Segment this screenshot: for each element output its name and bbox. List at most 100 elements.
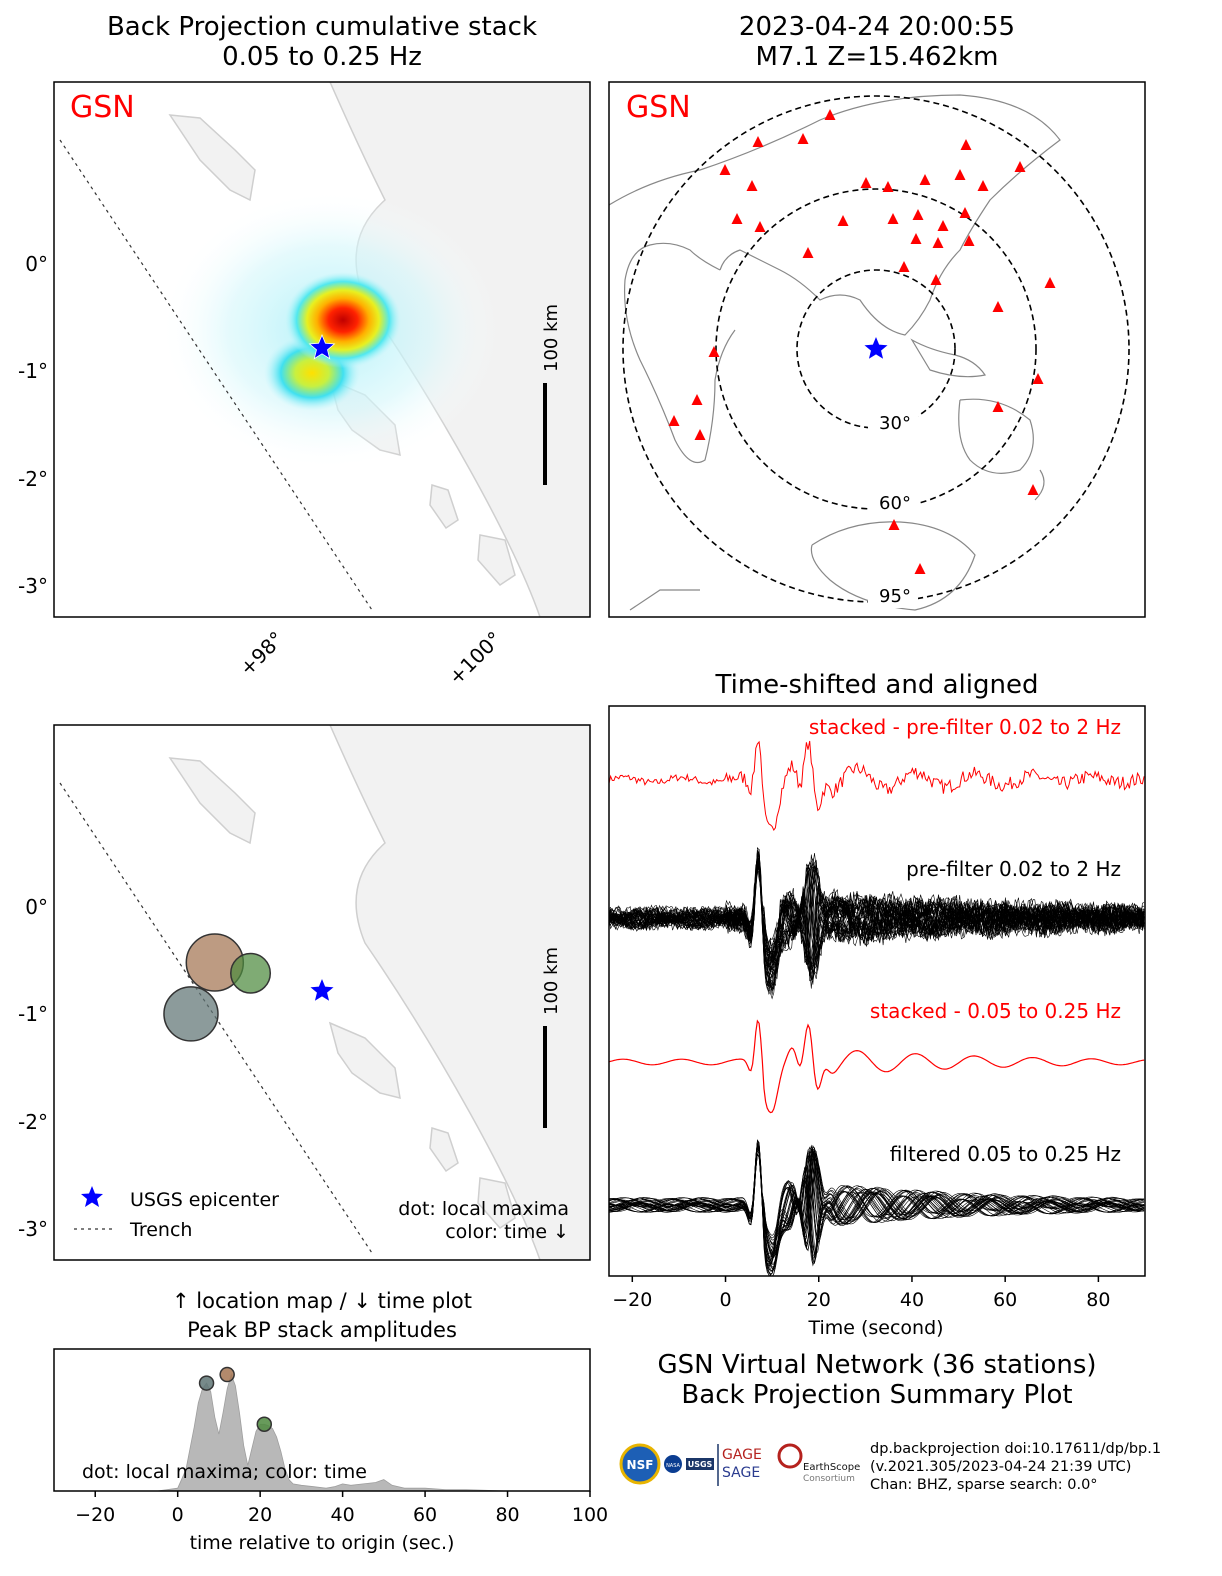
peak-dot xyxy=(256,1416,273,1433)
station-marker xyxy=(708,346,720,357)
lat-tick: -1° xyxy=(18,359,48,383)
event-title: 2023-04-24 20:00:55 M7.1 Z=15.462km xyxy=(609,12,1145,72)
station-marker xyxy=(963,235,975,246)
lon-tick: +100° xyxy=(444,627,507,690)
waveform xyxy=(609,1140,1145,1252)
peak-x-tick-label: 60 xyxy=(413,1504,437,1526)
trace-x-tick-label: −20 xyxy=(612,1289,652,1311)
map-title-line2: 0.05 to 0.25 Hz xyxy=(222,42,422,72)
island-siberut-2 xyxy=(429,1127,459,1173)
network-label-map: GSN xyxy=(626,90,691,125)
peak-x-tick-label: 0 xyxy=(172,1504,184,1526)
heatmap-panel: 100 km GSN 0° -1° -2° -3° +98° +100° xyxy=(18,81,591,690)
maxima-map-panel: 100 km 0° -1° -2° -3° USGS epicenter Tre… xyxy=(18,724,591,1261)
ring-label-30: 30° xyxy=(879,413,911,434)
station-marker xyxy=(992,301,1004,312)
footer-line-2: (v.2021.305/2023-04-24 21:39 UTC) xyxy=(870,1459,1132,1475)
station-marker xyxy=(898,261,910,272)
network-label: GSN xyxy=(70,90,135,125)
footer-line-1: dp.backprojection doi:10.17611/dp/bp.1 xyxy=(870,1441,1162,1457)
waveform xyxy=(609,1149,1145,1276)
scale-bar-label: 100 km xyxy=(541,304,562,372)
waveform xyxy=(609,1143,1145,1272)
lon-tick: +98° xyxy=(235,627,289,681)
lat-tick: -2° xyxy=(18,467,48,491)
station-marker xyxy=(930,274,942,285)
nsf-logo-text: NSF xyxy=(627,1458,654,1472)
trace-x-tick-label: 80 xyxy=(1086,1289,1110,1311)
station-marker xyxy=(1032,373,1044,384)
peak-x-tick-label: 100 xyxy=(572,1504,608,1526)
peak-xlabel: time relative to origin (sec.) xyxy=(190,1532,455,1554)
waveform xyxy=(609,740,1145,831)
sumatra-land-2 xyxy=(329,725,590,1260)
trace-label-2: pre-filter 0.02 to 2 Hz xyxy=(906,857,1121,881)
lat-tick: 0° xyxy=(25,895,48,919)
summary-title-line1: GSN Virtual Network (36 stations) xyxy=(657,1350,1097,1380)
trace-x-tick-label: 0 xyxy=(719,1289,731,1311)
island-siberut xyxy=(429,484,459,530)
peak-title-line2: Peak BP stack amplitudes xyxy=(187,1318,457,1342)
station-marker xyxy=(954,169,966,180)
trace-x-tick-label: 40 xyxy=(900,1289,924,1311)
island-sipora xyxy=(477,534,516,586)
summary-title-line2: Back Projection Summary Plot xyxy=(681,1380,1073,1410)
peak-x-tick-label: −20 xyxy=(75,1504,115,1526)
scale-bar-label-2: 100 km xyxy=(541,947,562,1015)
sage-logo-text: SAGE xyxy=(722,1465,760,1481)
peak-x-tick-label: 80 xyxy=(495,1504,519,1526)
island-simeulue-2 xyxy=(168,757,256,845)
peak-x-tick-label: 40 xyxy=(331,1504,355,1526)
lat-ticks-2: 0° -1° -2° -3° xyxy=(18,895,48,1241)
station-marker xyxy=(914,563,926,574)
waveform xyxy=(609,860,1145,1000)
waveform xyxy=(609,1148,1145,1267)
station-marker xyxy=(887,213,899,224)
lat-ticks: 0° -1° -2° -3° xyxy=(18,252,48,598)
peak-area xyxy=(54,1366,590,1491)
trace-label-1: stacked - pre-filter 0.02 to 2 Hz xyxy=(809,715,1121,739)
station-marker xyxy=(910,233,922,244)
station-marker xyxy=(977,180,989,191)
logo-strip: NSF NASA USGS GAGE SAGE EarthScope Conso… xyxy=(619,1443,860,1486)
station-marker xyxy=(731,213,743,224)
coastlines xyxy=(609,94,1061,611)
station-marker xyxy=(937,220,949,231)
legend-star-icon xyxy=(81,1186,103,1207)
map-title: Back Projection cumulative stack 0.05 to… xyxy=(54,12,590,72)
station-marker xyxy=(719,164,731,175)
summary-title: GSN Virtual Network (36 stations) Back P… xyxy=(609,1350,1145,1410)
trace-xlabel: Time (second) xyxy=(807,1317,943,1339)
maxima-note-1: dot: local maxima xyxy=(398,1198,569,1220)
earthscope-logo-text: EarthScope xyxy=(803,1462,860,1473)
traces-panel: stacked - pre-filter 0.02 to 2 Hz pre-fi… xyxy=(608,705,1146,1339)
peak-panel: dot: local maxima; color: time −20 0 20 40 6… xyxy=(53,1348,608,1554)
station-marker xyxy=(992,401,1004,412)
earthscope-logo-subtext: Consortium xyxy=(803,1474,855,1484)
peak-title: ↑ location map / ↓ time plot Peak BP sta… xyxy=(54,1287,590,1345)
trench-line xyxy=(59,139,373,611)
waveform xyxy=(609,1019,1145,1114)
trace-waveforms xyxy=(609,740,1145,1276)
maxima-dots xyxy=(163,933,272,1042)
station-marker xyxy=(919,174,931,185)
station-marker xyxy=(860,177,872,188)
station-marker xyxy=(746,180,758,191)
peak-dot xyxy=(198,1375,215,1391)
trace-label-3: stacked - 0.05 to 0.25 Hz xyxy=(870,999,1121,1023)
usgs-logo-text: USGS xyxy=(688,1460,713,1469)
station-marker xyxy=(1014,161,1026,172)
gage-logo-text: GAGE xyxy=(722,1447,762,1463)
waveform xyxy=(609,1146,1145,1274)
station-marker xyxy=(960,139,972,150)
lat-tick: 0° xyxy=(25,252,48,276)
station-marker xyxy=(802,247,814,258)
footer-line-3: Chan: BHZ, sparse search: 0.0° xyxy=(870,1477,1098,1493)
island-nias-2 xyxy=(328,1021,401,1100)
station-marker xyxy=(691,394,703,405)
waveform xyxy=(609,1153,1145,1267)
station-marker xyxy=(882,181,894,192)
maxima-dot xyxy=(230,952,272,994)
ring-label-95: 95° xyxy=(879,586,911,607)
waveform xyxy=(609,861,1145,969)
